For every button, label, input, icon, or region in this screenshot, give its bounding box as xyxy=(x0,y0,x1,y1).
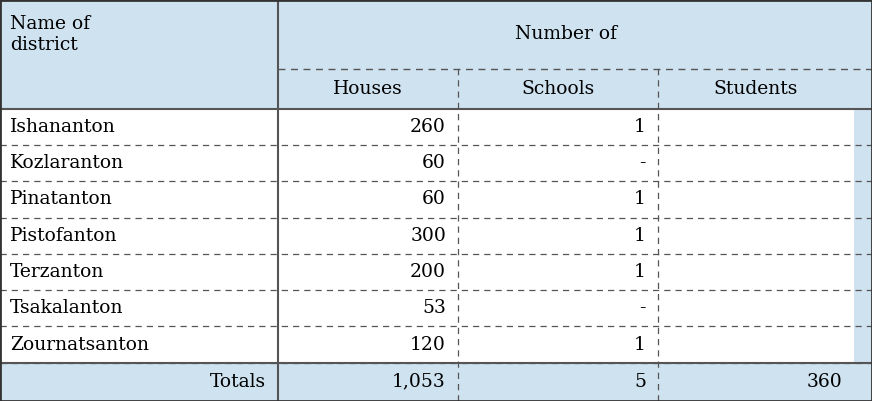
Text: 200: 200 xyxy=(410,263,446,281)
Bar xyxy=(0,363,278,401)
Text: Number of: Number of xyxy=(515,25,617,43)
Bar xyxy=(0,290,278,326)
Bar xyxy=(0,326,278,363)
Bar xyxy=(278,326,458,363)
Bar xyxy=(278,69,458,109)
Bar xyxy=(458,109,658,145)
Bar xyxy=(278,363,458,401)
Bar xyxy=(0,109,278,145)
Bar xyxy=(458,69,658,109)
Text: 300: 300 xyxy=(410,227,446,245)
Bar xyxy=(278,290,458,326)
Text: 5: 5 xyxy=(634,373,646,391)
Text: 1: 1 xyxy=(634,263,646,281)
Bar xyxy=(0,145,278,181)
Text: 120: 120 xyxy=(410,336,446,354)
Text: 53: 53 xyxy=(422,299,446,317)
Bar xyxy=(658,181,854,218)
Bar xyxy=(0,181,278,218)
Text: Schools: Schools xyxy=(521,80,595,98)
Bar xyxy=(278,254,458,290)
Bar xyxy=(278,181,458,218)
Bar xyxy=(458,326,658,363)
Text: Pistofanton: Pistofanton xyxy=(10,227,118,245)
Text: Houses: Houses xyxy=(333,80,403,98)
Bar xyxy=(0,218,278,254)
Text: Kozlaranton: Kozlaranton xyxy=(10,154,124,172)
Bar xyxy=(0,254,278,290)
Bar xyxy=(658,218,854,254)
Text: 360: 360 xyxy=(807,373,842,391)
Bar xyxy=(458,363,658,401)
Bar xyxy=(458,181,658,218)
Text: Ishananton: Ishananton xyxy=(10,118,116,136)
Text: 1: 1 xyxy=(634,190,646,209)
Bar xyxy=(458,145,658,181)
Bar xyxy=(458,254,658,290)
Bar xyxy=(278,109,458,145)
Text: 1: 1 xyxy=(634,227,646,245)
Text: 1,053: 1,053 xyxy=(392,373,446,391)
Bar xyxy=(278,145,458,181)
Bar xyxy=(658,69,854,109)
Bar xyxy=(278,0,854,69)
Bar xyxy=(658,326,854,363)
Bar xyxy=(0,69,278,109)
Bar xyxy=(0,0,278,69)
Text: 60: 60 xyxy=(422,190,446,209)
Text: 260: 260 xyxy=(410,118,446,136)
Bar xyxy=(658,145,854,181)
Text: 60: 60 xyxy=(422,154,446,172)
Bar xyxy=(458,290,658,326)
Text: 1: 1 xyxy=(634,118,646,136)
Bar xyxy=(658,290,854,326)
Bar xyxy=(658,363,854,401)
Text: Tsakalanton: Tsakalanton xyxy=(10,299,124,317)
Text: -: - xyxy=(639,299,646,317)
Bar xyxy=(658,254,854,290)
Text: Pinatanton: Pinatanton xyxy=(10,190,112,209)
Text: 1: 1 xyxy=(634,336,646,354)
Text: -: - xyxy=(639,154,646,172)
Text: Terzanton: Terzanton xyxy=(10,263,105,281)
Text: Totals: Totals xyxy=(210,373,266,391)
Text: Name of
district: Name of district xyxy=(10,15,90,54)
Text: Zournatsanton: Zournatsanton xyxy=(10,336,149,354)
Text: Students: Students xyxy=(714,80,798,98)
Bar xyxy=(658,109,854,145)
Bar xyxy=(458,218,658,254)
Bar xyxy=(278,218,458,254)
